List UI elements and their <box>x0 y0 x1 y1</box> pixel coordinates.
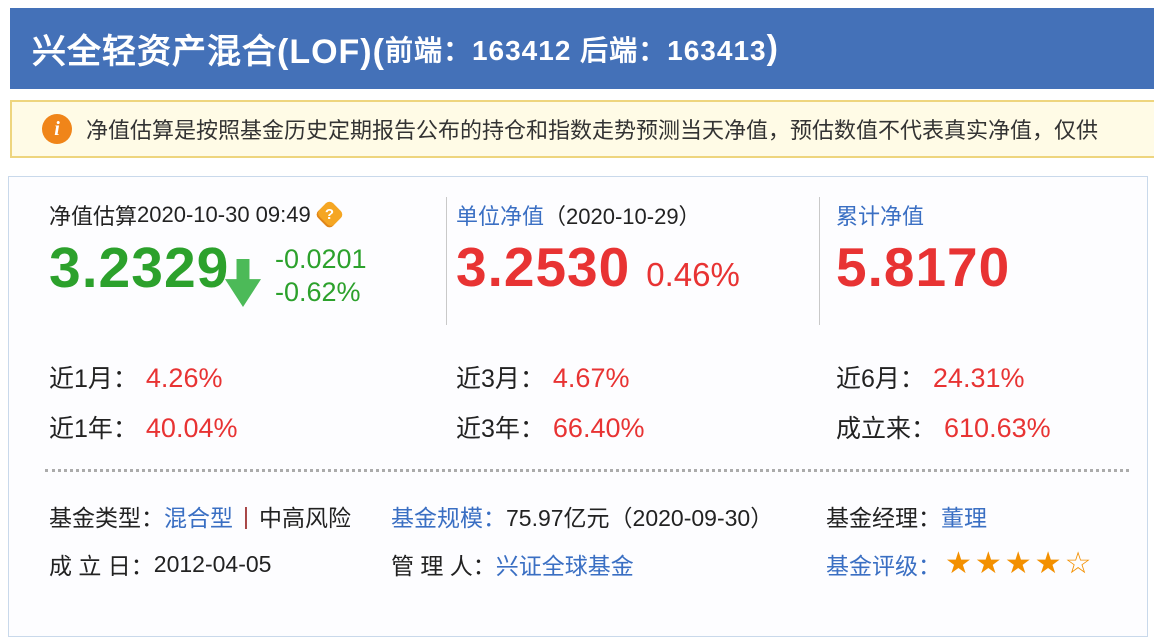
perf-6m: 近6月： 24.31% <box>836 359 1024 395</box>
star-icons: ★★★★☆ <box>945 549 1094 579</box>
estimate-notice-bar: i 净值估算是按照基金历史定期报告公布的持仓和指数走势预测当天净值，预估数值不代… <box>10 100 1154 158</box>
perf-1y: 近1年： 40.04% <box>49 409 237 445</box>
unit-nav-header: 单位净值 （2020-10-29） <box>456 199 701 231</box>
admin-row: 管 理 人： 兴证全球基金 <box>391 547 634 581</box>
fund-title-main: 兴全轻资产混合(LOF)( <box>32 33 385 71</box>
fund-type-label: 基金类型： <box>49 505 164 531</box>
unit-nav-date: （2020-10-29） <box>544 204 701 229</box>
star-filled-icons: ★★★★ <box>945 547 1065 580</box>
column-divider <box>819 197 820 325</box>
inception-value: 2012-04-05 <box>153 550 272 577</box>
estimate-datetime: 2020-10-30 09:49 <box>137 202 311 227</box>
estimate-change-value: -0.0201 <box>275 244 367 274</box>
unit-nav-value: 3.2530 <box>456 236 631 298</box>
unit-nav-change-percent: 0.46% <box>646 256 740 293</box>
estimate-value: 3.2329 <box>49 236 230 300</box>
info-icon: i <box>42 114 72 144</box>
perf-1m-label: 近1月： <box>49 365 138 393</box>
fund-title-close: ) <box>766 29 779 67</box>
risk-level: 中高风险 <box>258 505 351 531</box>
perf-3y-label: 近3年： <box>456 415 545 443</box>
rating-row: 基金评级： ★★★★☆ <box>826 547 1094 581</box>
perf-3m-value: 4.67% <box>552 363 630 393</box>
fund-title-codes: 前端：163412 后端：163413 <box>384 34 767 66</box>
unit-nav-value-row: 3.2530 0.46% <box>456 235 740 299</box>
fund-title-bar: 兴全轻资产混合(LOF)( 前端：163412 后端：163413 ) <box>10 8 1154 89</box>
arrow-down-icon <box>225 259 261 307</box>
perf-3m: 近3月： 4.67% <box>456 359 629 395</box>
risk-separator: | <box>243 502 249 529</box>
perf-3y-value: 66.40% <box>552 413 645 443</box>
fund-manager-link[interactable]: 董理 <box>941 505 987 531</box>
estimate-change: -0.0201 -0.62% <box>275 243 367 309</box>
rating-link[interactable]: 基金评级： <box>826 553 941 579</box>
perf-1m-value: 4.26% <box>145 363 223 393</box>
accum-nav-value: 5.8170 <box>836 236 1011 298</box>
fund-type-row: 基金类型： 混合型 | 中高风险 <box>49 499 351 533</box>
estimate-change-percent: -0.62% <box>275 277 361 307</box>
accum-nav-link[interactable]: 累计净值 <box>836 204 925 229</box>
fund-scale-value: 75.97亿元（2020-09-30） <box>506 505 774 531</box>
perf-3y: 近3年： 66.40% <box>456 409 644 445</box>
dotted-divider <box>45 469 1129 472</box>
column-divider <box>446 197 447 325</box>
estimate-label: 净值估算 <box>49 204 138 229</box>
fund-manager-label: 基金经理： <box>826 505 941 531</box>
admin-link[interactable]: 兴证全球基金 <box>495 553 634 579</box>
perf-6m-value: 24.31% <box>932 363 1025 393</box>
perf-1y-label: 近1年： <box>49 415 138 443</box>
fund-scale-link[interactable]: 基金规模： <box>391 505 506 531</box>
perf-since-inception: 成立来： 610.63% <box>836 409 1051 445</box>
help-icon[interactable]: ? <box>314 199 345 229</box>
inception-label: 成 立 日： <box>49 553 154 579</box>
perf-1m: 近1月： 4.26% <box>49 359 222 395</box>
star-empty-icon: ☆ <box>1064 547 1095 580</box>
perf-6m-label: 近6月： <box>836 365 925 393</box>
notice-text: 净值估算是按照基金历史定期报告公布的持仓和指数走势预测当天净值，预估数值不代表真… <box>86 118 1099 143</box>
fund-summary-panel: 净值估算 2020-10-30 09:49 ? 3.2329 -0.0201 -… <box>8 176 1148 637</box>
fund-manager-row: 基金经理： 董理 <box>826 499 987 533</box>
inception-row: 成 立 日： 2012-04-05 <box>49 547 271 581</box>
perf-1y-value: 40.04% <box>145 413 238 443</box>
admin-label: 管 理 人： <box>391 553 496 579</box>
accum-nav-header: 累计净值 <box>836 199 924 231</box>
fund-scale-row: 基金规模： 75.97亿元（2020-09-30） <box>391 499 773 533</box>
estimate-header: 净值估算 2020-10-30 09:49 ? <box>49 199 345 231</box>
perf-since-inception-label: 成立来： <box>836 415 937 443</box>
accum-nav-value-row: 5.8170 <box>836 235 1010 299</box>
perf-since-inception-value: 610.63% <box>944 413 1051 443</box>
perf-3m-label: 近3月： <box>456 365 545 393</box>
unit-nav-link[interactable]: 单位净值 <box>456 204 545 229</box>
fund-type-link[interactable]: 混合型 <box>164 505 233 531</box>
